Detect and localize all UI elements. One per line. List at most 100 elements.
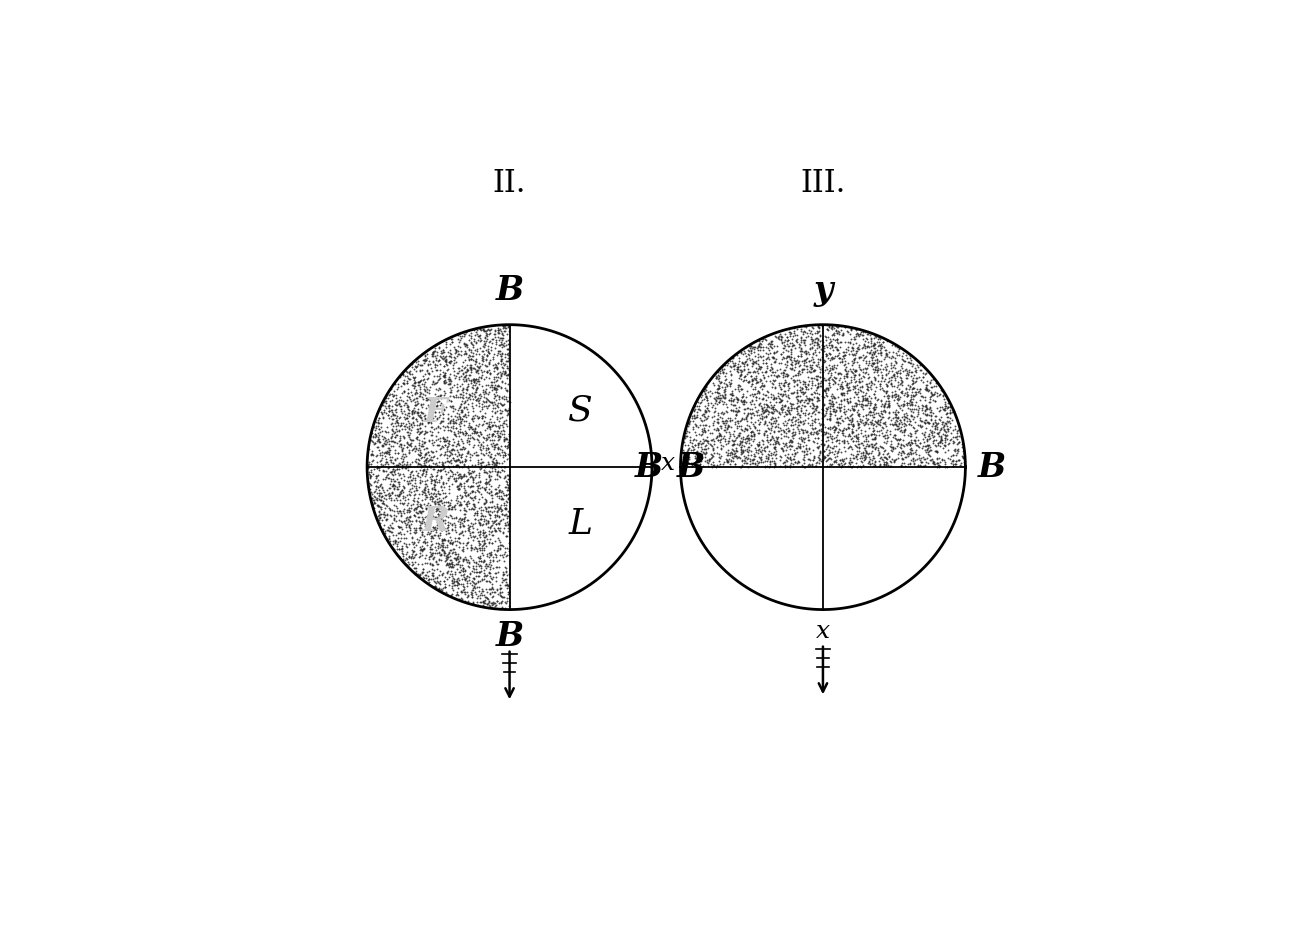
Point — [387, 413, 408, 427]
Point — [373, 496, 394, 511]
Point — [845, 323, 866, 338]
Point — [747, 426, 768, 441]
Point — [399, 475, 420, 490]
Point — [482, 417, 503, 432]
Point — [771, 381, 792, 396]
Point — [831, 393, 852, 408]
Point — [871, 439, 892, 454]
Point — [486, 410, 507, 425]
Point — [705, 436, 725, 450]
Point — [465, 506, 486, 521]
Point — [422, 558, 443, 573]
Point — [428, 462, 448, 477]
Point — [488, 326, 508, 340]
Point — [859, 405, 880, 420]
Point — [389, 525, 410, 540]
Point — [874, 455, 894, 470]
Point — [458, 465, 478, 480]
Point — [454, 374, 474, 388]
Point — [447, 557, 468, 572]
Point — [488, 505, 508, 520]
Point — [920, 404, 941, 419]
Point — [828, 433, 849, 448]
Point — [374, 433, 395, 448]
Point — [747, 443, 768, 458]
Point — [415, 349, 436, 364]
Point — [770, 449, 790, 463]
Point — [889, 416, 910, 431]
Point — [441, 335, 462, 350]
Point — [365, 468, 386, 483]
Point — [452, 518, 473, 533]
Point — [485, 323, 506, 338]
Point — [915, 401, 936, 416]
Point — [798, 441, 819, 456]
Point — [491, 369, 512, 384]
Point — [387, 525, 408, 540]
Point — [881, 385, 902, 400]
Point — [952, 449, 972, 463]
Point — [762, 361, 783, 376]
Point — [901, 409, 922, 424]
Point — [478, 430, 499, 445]
Point — [780, 370, 801, 385]
Point — [408, 388, 429, 403]
Point — [692, 388, 712, 402]
Point — [744, 370, 764, 385]
Point — [498, 544, 519, 559]
Point — [772, 352, 793, 366]
Point — [491, 409, 512, 424]
Point — [374, 517, 395, 532]
Point — [494, 554, 515, 569]
Point — [407, 557, 428, 572]
Point — [424, 494, 445, 509]
Point — [831, 376, 852, 391]
Point — [408, 408, 429, 423]
Point — [831, 426, 852, 440]
Point — [881, 389, 902, 404]
Point — [469, 359, 490, 374]
Point — [688, 419, 709, 434]
Point — [410, 549, 430, 563]
Point — [413, 450, 434, 464]
Point — [818, 450, 839, 465]
Point — [480, 326, 500, 340]
Point — [442, 560, 463, 574]
Point — [443, 413, 464, 428]
Point — [419, 398, 439, 413]
Point — [476, 494, 497, 509]
Point — [833, 456, 854, 471]
Point — [776, 415, 797, 430]
Point — [424, 405, 445, 420]
Point — [820, 351, 841, 365]
Point — [455, 553, 476, 568]
Point — [707, 367, 728, 382]
Point — [840, 403, 861, 418]
Point — [491, 484, 512, 499]
Point — [832, 457, 853, 472]
Point — [764, 439, 785, 454]
Point — [902, 371, 923, 386]
Point — [384, 498, 404, 512]
Point — [434, 354, 455, 369]
Point — [896, 413, 916, 428]
Point — [724, 449, 745, 463]
Text: B: B — [495, 621, 524, 653]
Point — [800, 358, 820, 373]
Point — [413, 541, 434, 556]
Point — [425, 524, 446, 539]
Point — [445, 501, 465, 516]
Point — [428, 410, 448, 425]
Point — [833, 393, 854, 408]
Point — [901, 402, 922, 417]
Point — [675, 452, 696, 467]
Point — [368, 426, 389, 440]
Point — [415, 392, 436, 407]
Point — [927, 459, 948, 474]
Point — [924, 414, 945, 429]
Point — [684, 401, 705, 416]
Point — [871, 405, 892, 420]
Point — [462, 426, 482, 440]
Point — [438, 455, 459, 470]
Point — [480, 508, 500, 523]
